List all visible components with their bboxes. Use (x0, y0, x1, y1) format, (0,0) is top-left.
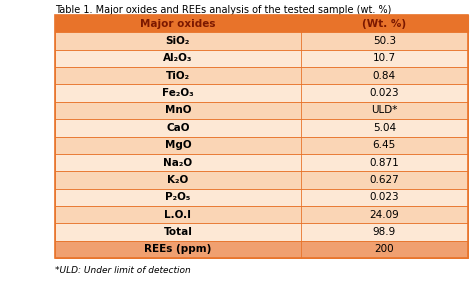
Bar (55, 50, 468, 67)
Bar (55, 206, 468, 223)
Text: Total: Total (164, 227, 192, 237)
Text: 200: 200 (374, 244, 394, 254)
Text: K₂O: K₂O (167, 175, 189, 185)
Bar (55, 119, 468, 136)
Text: 0.023: 0.023 (370, 88, 399, 98)
Text: 5.04: 5.04 (373, 123, 396, 133)
Text: Na₂O: Na₂O (164, 158, 192, 168)
Text: 24.09: 24.09 (370, 210, 399, 220)
Text: SiO₂: SiO₂ (166, 36, 190, 46)
Bar (55, 102, 468, 119)
Text: 0.023: 0.023 (370, 192, 399, 202)
Text: Major oxides: Major oxides (140, 19, 216, 29)
Text: (Wt. %): (Wt. %) (362, 19, 406, 29)
Bar (55, 171, 468, 188)
Bar (55, 67, 468, 84)
Bar (55, 15, 468, 32)
Text: 6.45: 6.45 (373, 140, 396, 150)
Text: 0.871: 0.871 (370, 158, 399, 168)
Bar (55, 84, 468, 102)
Text: REEs (ppm): REEs (ppm) (144, 244, 211, 254)
Bar (55, 32, 468, 50)
Text: ULD*: ULD* (371, 106, 398, 115)
Text: 0.84: 0.84 (373, 71, 396, 81)
Bar (55, 136, 468, 154)
Text: MgO: MgO (164, 140, 191, 150)
Text: 10.7: 10.7 (373, 53, 396, 63)
Text: CaO: CaO (166, 123, 190, 133)
Text: 98.9: 98.9 (373, 227, 396, 237)
Bar (55, 241, 468, 258)
Text: *ULD: Under limit of detection: *ULD: Under limit of detection (55, 267, 191, 275)
Text: Al₂O₃: Al₂O₃ (163, 53, 192, 63)
Bar (55, 188, 468, 206)
Bar (55, 154, 468, 171)
Bar (55, 223, 468, 241)
Text: 0.627: 0.627 (370, 175, 399, 185)
Text: Table 1. Major oxides and REEs analysis of the tested sample (wt. %): Table 1. Major oxides and REEs analysis … (55, 5, 392, 15)
Text: MnO: MnO (164, 106, 191, 115)
Text: Fe₂O₃: Fe₂O₃ (162, 88, 194, 98)
Text: TiO₂: TiO₂ (166, 71, 190, 81)
Text: P₂O₅: P₂O₅ (165, 192, 191, 202)
Text: L.O.I: L.O.I (164, 210, 191, 220)
Text: 50.3: 50.3 (373, 36, 396, 46)
